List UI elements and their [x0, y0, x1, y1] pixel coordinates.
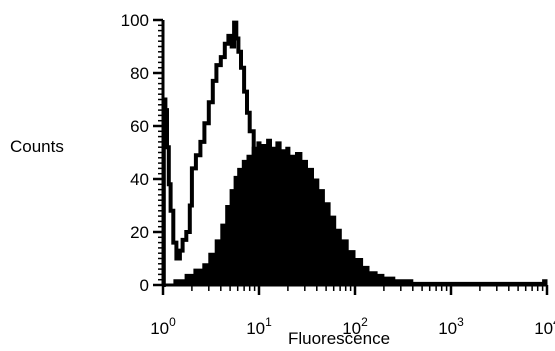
x-tick-label: 100	[150, 315, 176, 338]
y-tick-label: 0	[140, 276, 149, 295]
y-tick-label: 20	[130, 223, 149, 242]
x-tick-label: 101	[246, 315, 272, 338]
tick-layer: 0 20 40 60 80 100 100 101 102 103 104	[121, 11, 555, 338]
series-layer	[161, 20, 548, 287]
y-tick-label: 40	[130, 170, 149, 189]
y-tick-label: 80	[130, 64, 149, 83]
outline-histogram	[161, 20, 357, 287]
y-tick-label: 60	[130, 117, 149, 136]
filled-histogram	[163, 138, 548, 286]
x-tick-label: 104	[534, 315, 555, 338]
y-tick-label: 100	[121, 11, 149, 30]
x-tick-label: 102	[342, 315, 368, 338]
x-tick-label: 103	[438, 315, 464, 338]
x-axis-label: Fluorescence	[288, 329, 390, 348]
y-axis-label: Counts	[10, 137, 64, 156]
